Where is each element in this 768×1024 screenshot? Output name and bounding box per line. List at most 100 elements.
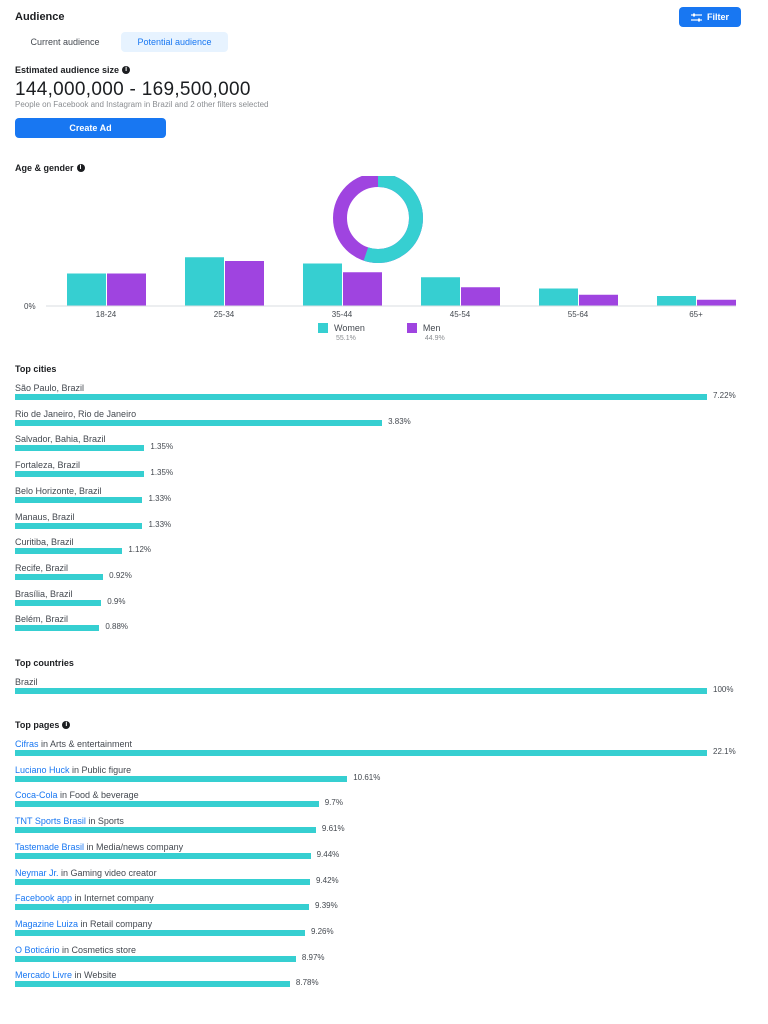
list-item-bar [15, 827, 316, 834]
page-link[interactable]: O Boticário [15, 944, 60, 955]
list-item-value: 22.1% [713, 747, 736, 756]
bar-men-45-54[interactable] [461, 287, 500, 306]
list-item-bar [15, 852, 311, 859]
list-item: Luciano Huck in Public figure 10.61% [0, 765, 768, 791]
age-tick-65+: 65+ [689, 310, 703, 319]
list-item-value: 9.7% [324, 798, 343, 808]
age-tick-25-34: 25-34 [214, 310, 235, 319]
bar-men-35-44[interactable] [343, 272, 382, 306]
bar-women-25-34[interactable] [185, 257, 224, 306]
list-item-value: 9.44% [316, 849, 340, 859]
bar-women-65+[interactable] [657, 296, 696, 306]
list-item-value: 1.35% [150, 468, 174, 478]
list-item-label: Tastemade Brasil in Media/news company [15, 842, 183, 852]
legend-women-swatch [318, 323, 328, 333]
list-item-bar [15, 548, 123, 555]
legend-men-pct: 44.9% [424, 335, 445, 342]
list-item: Curitiba, Brazil 1.12% [0, 537, 768, 563]
list-item-bar [15, 625, 100, 632]
estimate-title-label: Estimated audience size [15, 65, 120, 75]
age-tick-35-44: 35-44 [332, 310, 353, 319]
list-item-bar [15, 496, 143, 503]
list-item-bar [15, 801, 319, 808]
list-item: Salvador, Bahia, Brazil 1.35% [0, 434, 768, 460]
list-item-label: Manaus, Brazil [15, 511, 75, 522]
list-item-value: 9.26% [310, 926, 334, 936]
age-tick-45-54: 45-54 [450, 310, 471, 319]
list-item-label: Coca-Cola in Food & beverage [15, 790, 139, 800]
list-item: Magazine Luiza in Retail company 9.26% [0, 919, 768, 945]
list-item-bar [15, 471, 145, 478]
legend-women-label: Women [334, 323, 365, 333]
bar-men-55-64[interactable] [579, 294, 618, 306]
page-category: in Gaming video creator [58, 867, 157, 878]
list-item: Rio de Janeiro, Rio de Janeiro 3.83% [0, 409, 768, 435]
page-category: in Retail company [78, 918, 153, 929]
bar-men-25-34[interactable] [225, 261, 264, 306]
list-item-label: TNT Sports Brasil in Sports [15, 816, 124, 826]
age-tick-18-24: 18-24 [96, 310, 117, 319]
top-pages-title: Top pages i [15, 720, 71, 730]
list-item: Mercado Livre in Website 8.78% [0, 970, 768, 996]
page-link[interactable]: Luciano Huck [15, 764, 70, 775]
page-category: in Food & beverage [57, 790, 139, 801]
list-item-label: Curitiba, Brazil [15, 537, 74, 548]
bar-women-18-24[interactable] [67, 273, 106, 307]
page-link[interactable]: TNT Sports Brasil [15, 816, 86, 827]
list-item-value: 9.61% [321, 824, 345, 834]
list-item: São Paulo, Brazil 7.22% [0, 383, 768, 409]
list-item: Brazil 100% [0, 677, 768, 703]
list-item-label: Brasília, Brazil [15, 588, 73, 599]
create-ad-button[interactable]: Create Ad [15, 118, 166, 138]
bar-men-65+[interactable] [697, 299, 736, 306]
list-item: TNT Sports Brasil in Sports 9.61% [0, 816, 768, 842]
tab-current-audience[interactable]: Current audience [30, 37, 100, 47]
list-item-label: Rio de Janeiro, Rio de Janeiro [15, 408, 137, 419]
list-item-label: Brazil [15, 677, 38, 687]
page-link[interactable]: Coca-Cola [15, 790, 58, 801]
filter-button[interactable]: Filter [679, 7, 741, 27]
age-bars [67, 257, 736, 306]
list-item-label: Belo Horizonte, Brazil [15, 485, 102, 496]
list-item: Recife, Brazil 0.92% [0, 563, 768, 589]
list-item-bar [15, 878, 310, 885]
list-item: Belém, Brazil 0.88% [0, 614, 768, 640]
list-item-label: Facebook app in Internet company [15, 893, 154, 903]
bar-women-35-44[interactable] [303, 263, 342, 307]
info-icon[interactable]: i [62, 720, 71, 729]
page-link[interactable]: Neymar Jr. [15, 867, 59, 878]
tab-potential-audience[interactable]: Potential audience [121, 32, 228, 52]
bar-men-18-24[interactable] [107, 273, 146, 307]
info-icon[interactable]: i [76, 163, 85, 172]
list-item-label: Magazine Luiza in Retail company [15, 919, 152, 929]
list-item-value: 0.9% [107, 596, 126, 606]
list-item-bar [15, 419, 383, 426]
audience-size-subtitle: People on Facebook and Instagram in Braz… [15, 100, 269, 109]
list-item-label: Belém, Brazil [15, 614, 69, 625]
page-link[interactable]: Mercado Livre [15, 970, 73, 981]
filter-sliders-icon [690, 13, 702, 21]
bar-women-45-54[interactable] [421, 277, 460, 306]
estimate-title: Estimated audience size i [15, 65, 131, 75]
page-link[interactable]: Tastemade Brasil [15, 841, 85, 852]
list-item-bar [15, 394, 707, 400]
page-link[interactable]: Cifras [15, 739, 39, 749]
list-item: Manaus, Brazil 1.33% [0, 512, 768, 538]
age-tick-55-64: 55-64 [568, 310, 589, 319]
audience-size-range: 144,000,000 - 169,500,000 [15, 79, 251, 100]
page-link[interactable]: Facebook app [15, 893, 73, 904]
page-link[interactable]: Magazine Luiza [15, 918, 79, 929]
list-item-label: Recife, Brazil [15, 562, 69, 573]
age-tick-labels: 18-24 25-34 35-44 45-54 55-64 65+ [96, 310, 703, 319]
list-item: Tastemade Brasil in Media/news company 9.… [0, 842, 768, 868]
donut-women-slice [333, 176, 423, 263]
list-item: Belo Horizonte, Brazil 1.33% [0, 486, 768, 512]
info-icon[interactable]: i [122, 65, 131, 74]
list-item-value: 100% [713, 685, 734, 694]
gender-donut [333, 176, 423, 263]
bar-women-55-64[interactable] [539, 288, 578, 307]
list-item: Brasília, Brazil 0.9% [0, 589, 768, 615]
list-item: Cifras in Arts & entertainment 22.1% [0, 739, 768, 765]
list-item-value: 7.22% [713, 391, 736, 400]
list-item-label: Luciano Huck in Public figure [15, 765, 131, 775]
